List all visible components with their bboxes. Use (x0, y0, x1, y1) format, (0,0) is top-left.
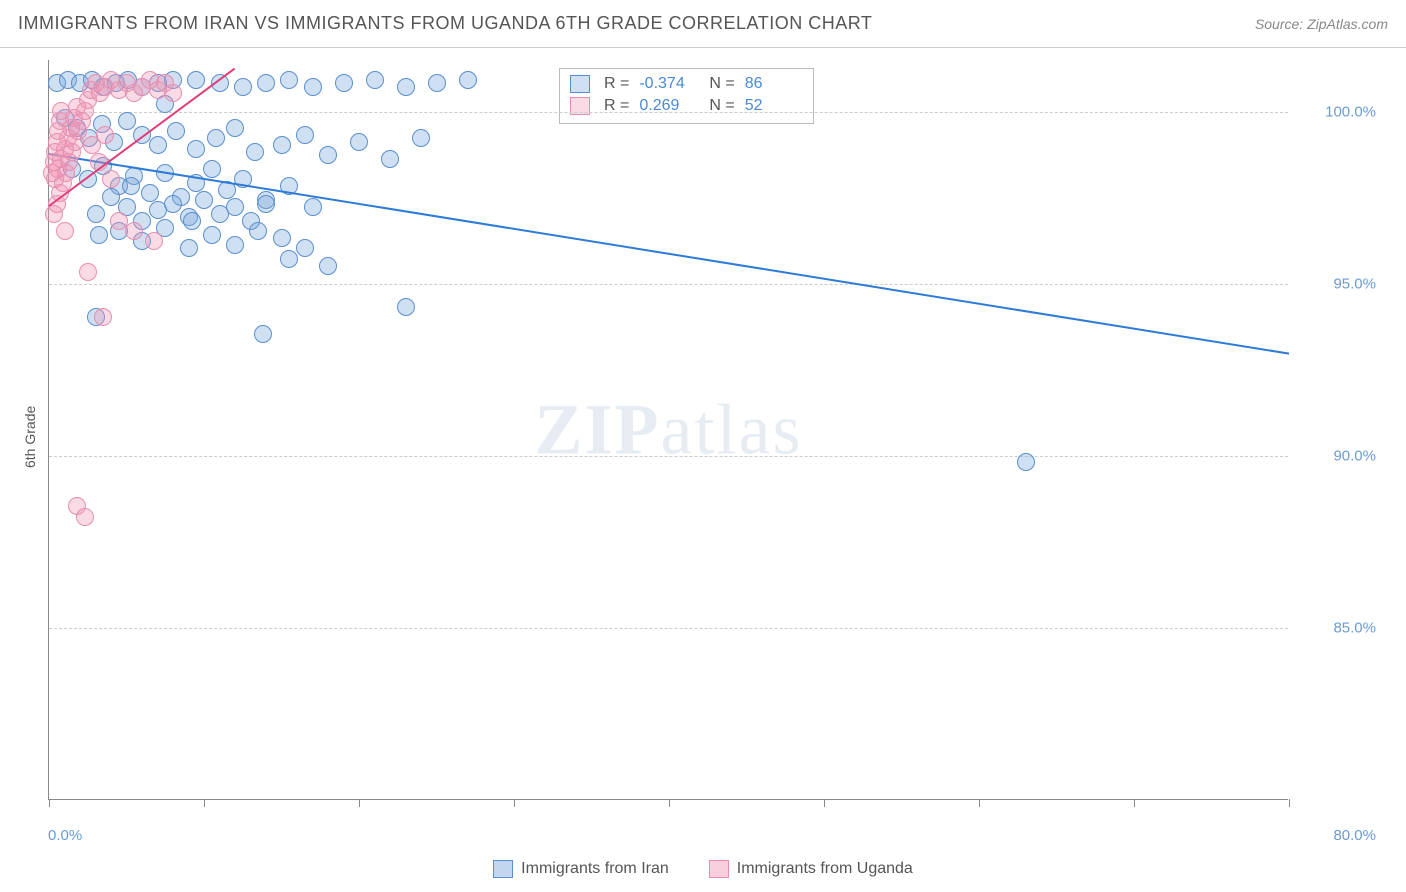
scatter-point (87, 205, 105, 223)
scatter-point (304, 198, 322, 216)
scatter-point (187, 71, 205, 89)
scatter-point (257, 195, 275, 213)
scatter-point (412, 129, 430, 147)
legend-item: Immigrants from Iran (493, 860, 669, 878)
scatter-point (180, 239, 198, 257)
scatter-point (125, 222, 143, 240)
y-axis-label: 6th Grade (22, 406, 38, 468)
scatter-point (246, 143, 264, 161)
scatter-point (207, 129, 225, 147)
x-tick (514, 799, 515, 807)
stats-row: R = -0.374 N = 86 (570, 73, 801, 95)
scatter-point (56, 222, 74, 240)
scatter-point (226, 236, 244, 254)
legend-label: Immigrants from Iran (521, 860, 669, 878)
scatter-point (90, 226, 108, 244)
scatter-point (234, 78, 252, 96)
scatter-point (397, 298, 415, 316)
scatter-point (280, 250, 298, 268)
scatter-point (52, 102, 70, 120)
gridline-h (49, 628, 1288, 629)
plot-area: ZIPatlas R =-0.374N =86R =0.269N =52 85.… (48, 60, 1288, 800)
series-swatch (570, 75, 590, 93)
scatter-point (335, 74, 353, 92)
scatter-point (226, 119, 244, 137)
scatter-point (381, 150, 399, 168)
gridline-h (49, 112, 1288, 113)
scatter-point (203, 160, 221, 178)
scatter-point (76, 508, 94, 526)
stats-row: R =0.269N =52 (570, 95, 801, 117)
x-min-label: 0.0% (48, 827, 82, 844)
n-value: 86 (745, 75, 801, 93)
scatter-point (254, 325, 272, 343)
gridline-h (49, 284, 1288, 285)
scatter-point (226, 198, 244, 216)
scatter-point (296, 239, 314, 257)
scatter-point (203, 226, 221, 244)
watermark: ZIPatlas (535, 388, 803, 471)
y-tick-label: 90.0% (1333, 447, 1376, 464)
scatter-point (145, 232, 163, 250)
scatter-point (273, 136, 291, 154)
scatter-point (257, 74, 275, 92)
gridline-h (49, 456, 1288, 457)
chart-title: IMMIGRANTS FROM IRAN VS IMMIGRANTS FROM … (18, 13, 872, 34)
x-tick (359, 799, 360, 807)
scatter-point (459, 71, 477, 89)
scatter-point (118, 112, 136, 130)
scatter-point (96, 126, 114, 144)
scatter-point (350, 133, 368, 151)
r-label: R = (604, 75, 629, 93)
y-tick-label: 95.0% (1333, 275, 1376, 292)
scatter-point (187, 140, 205, 158)
scatter-point (164, 84, 182, 102)
chart-header: IMMIGRANTS FROM IRAN VS IMMIGRANTS FROM … (0, 0, 1406, 48)
x-tick (1289, 799, 1290, 807)
scatter-point (397, 78, 415, 96)
scatter-point (428, 74, 446, 92)
chart-container: 6th Grade ZIPatlas R = -0.374 N = 86 R =0.26… (0, 48, 1406, 892)
scatter-point (304, 78, 322, 96)
scatter-point (273, 229, 291, 247)
legend-swatch (493, 860, 513, 878)
x-tick (824, 799, 825, 807)
scatter-point (296, 126, 314, 144)
legend-label: Immigrants from Uganda (737, 860, 913, 878)
scatter-point (102, 170, 120, 188)
scatter-point (94, 308, 112, 326)
scatter-point (164, 195, 182, 213)
legend-item: Immigrants from Uganda (709, 860, 913, 878)
scatter-point (122, 177, 140, 195)
legend-swatch (709, 860, 729, 878)
x-tick (979, 799, 980, 807)
scatter-point (167, 122, 185, 140)
x-tick (1134, 799, 1135, 807)
y-tick-label: 100.0% (1325, 103, 1376, 120)
scatter-point (366, 71, 384, 89)
scatter-point (249, 222, 267, 240)
scatter-point (195, 191, 213, 209)
scatter-point (280, 71, 298, 89)
scatter-point (68, 98, 86, 116)
scatter-point (319, 257, 337, 275)
bottom-legend: Immigrants from Iran Immigrants from Ugan… (0, 860, 1406, 878)
y-tick-label: 85.0% (1333, 619, 1376, 636)
scatter-point (79, 263, 97, 281)
r-value: -0.374 (639, 75, 695, 93)
scatter-point (1017, 453, 1035, 471)
stats-legend-box: R = -0.374 N = 86 R =0.269N =52 (559, 68, 814, 124)
source-label: Source: (1255, 16, 1307, 32)
x-tick (669, 799, 670, 807)
scatter-point (183, 212, 201, 230)
x-tick (49, 799, 50, 807)
source-attribution: Source: ZipAtlas.com (1255, 16, 1388, 32)
x-tick (204, 799, 205, 807)
x-max-label: 80.0% (1333, 827, 1376, 844)
scatter-point (149, 136, 167, 154)
scatter-point (141, 184, 159, 202)
source-value: ZipAtlas.com (1307, 16, 1388, 32)
n-label: N = (709, 75, 734, 93)
scatter-point (319, 146, 337, 164)
